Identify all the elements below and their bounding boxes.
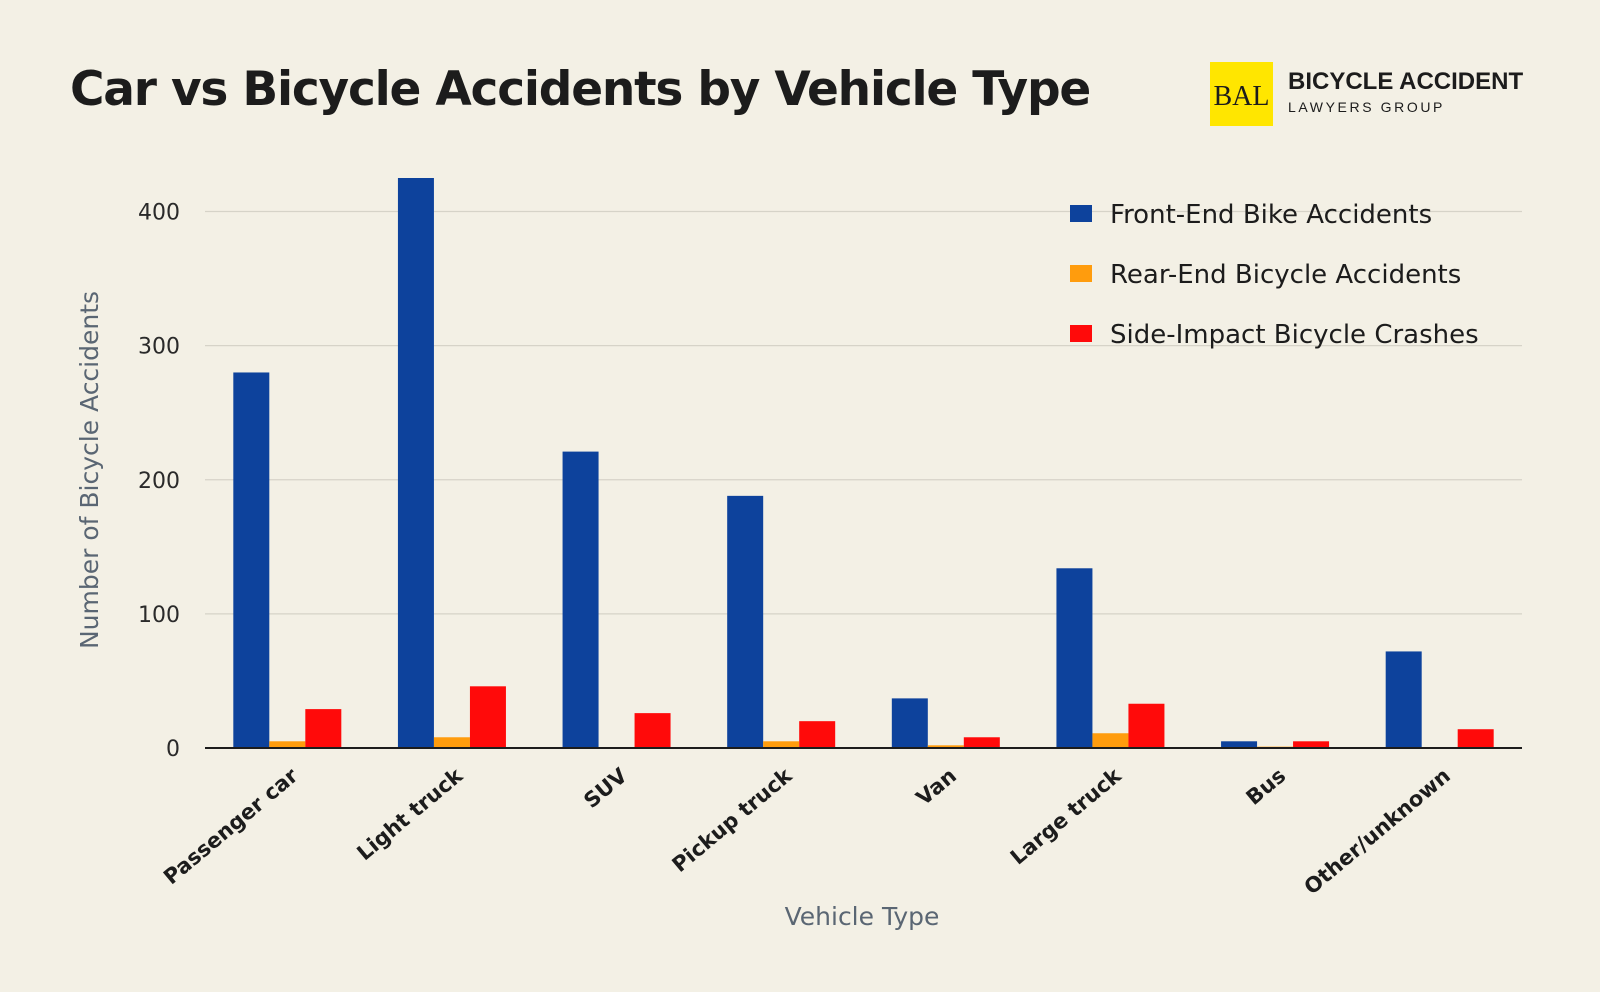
- x-category-label: Bus: [1242, 763, 1291, 809]
- legend-swatch: [1070, 265, 1092, 282]
- bar-side-impact-bicycle-crashes-van: [963, 737, 1000, 748]
- brand-logo-icon: BAL: [1210, 62, 1273, 126]
- legend-label: Rear-End Bicycle Accidents: [1110, 260, 1461, 290]
- chart-title: Car vs Bicycle Accidents by Vehicle Type: [70, 62, 1091, 117]
- brand-name: BICYCLE ACCIDENT: [1288, 68, 1524, 95]
- y-tick-label: 0: [166, 737, 180, 762]
- bar-rear-end-bicycle-accidents-pickup-truck: [763, 741, 800, 748]
- x-category-label: Passenger car: [159, 763, 303, 889]
- y-axis-title: Number of Bicycle Accidents: [75, 291, 104, 649]
- x-category-label: Other/unknown: [1300, 763, 1455, 899]
- x-category-label: Large truck: [1006, 763, 1127, 870]
- bar-front-end-bike-accidents-pickup-truck: [727, 495, 764, 748]
- x-category-label: Van: [912, 763, 961, 810]
- brand-text: BICYCLE ACCIDENT LAWYERS GROUP: [1288, 68, 1523, 115]
- legend-label: Front-End Bike Accidents: [1110, 200, 1432, 230]
- x-category-label: SUV: [579, 763, 632, 813]
- bar-front-end-bike-accidents-light-truck: [397, 178, 434, 748]
- y-tick-label: 400: [138, 201, 180, 226]
- bar-rear-end-bicycle-accidents-light-truck: [433, 737, 470, 748]
- bar-side-impact-bicycle-crashes-suv: [634, 713, 671, 748]
- y-axis-ticks: 0 100 200 300 400: [138, 201, 180, 762]
- bar-front-end-bike-accidents-bus: [1221, 741, 1258, 748]
- x-category-label: Pickup truck: [668, 763, 798, 877]
- x-axis-title: Vehicle Type: [785, 902, 940, 931]
- bar-front-end-bike-accidents-van: [891, 698, 928, 748]
- bar-front-end-bike-accidents-other-unknown: [1385, 651, 1422, 748]
- legend-swatch: [1070, 205, 1092, 222]
- bar-side-impact-bicycle-crashes-large-truck: [1128, 703, 1165, 748]
- bar-rear-end-bicycle-accidents-van: [927, 745, 964, 748]
- svg-text:BAL: BAL: [1214, 81, 1270, 112]
- bar-rear-end-bicycle-accidents-passenger-car: [269, 741, 306, 748]
- bar-series: [233, 178, 1494, 748]
- bar-side-impact-bicycle-crashes-bus: [1293, 741, 1330, 748]
- legend-swatch: [1070, 325, 1092, 342]
- bar-side-impact-bicycle-crashes-pickup-truck: [799, 721, 836, 748]
- y-tick-label: 300: [138, 335, 180, 360]
- bar-rear-end-bicycle-accidents-large-truck: [1092, 733, 1129, 748]
- x-axis-category-labels: Passenger car Light truck SUV Pickup truck V…: [159, 763, 1455, 899]
- brand-subtitle: LAWYERS GROUP: [1288, 99, 1445, 115]
- bar-front-end-bike-accidents-large-truck: [1056, 568, 1093, 748]
- y-tick-label: 100: [138, 603, 180, 628]
- bar-front-end-bike-accidents-passenger-car: [233, 372, 270, 748]
- legend: Front-End Bike Accidents Rear-End Bicycle…: [1070, 200, 1479, 350]
- x-category-label: Light truck: [352, 763, 468, 865]
- y-tick-label: 200: [138, 469, 180, 494]
- bar-front-end-bike-accidents-suv: [562, 451, 599, 748]
- bar-side-impact-bicycle-crashes-light-truck: [469, 686, 506, 748]
- bar-side-impact-bicycle-crashes-passenger-car: [305, 709, 342, 748]
- bar-side-impact-bicycle-crashes-other-unknown: [1457, 729, 1494, 748]
- legend-label: Side-Impact Bicycle Crashes: [1110, 320, 1479, 350]
